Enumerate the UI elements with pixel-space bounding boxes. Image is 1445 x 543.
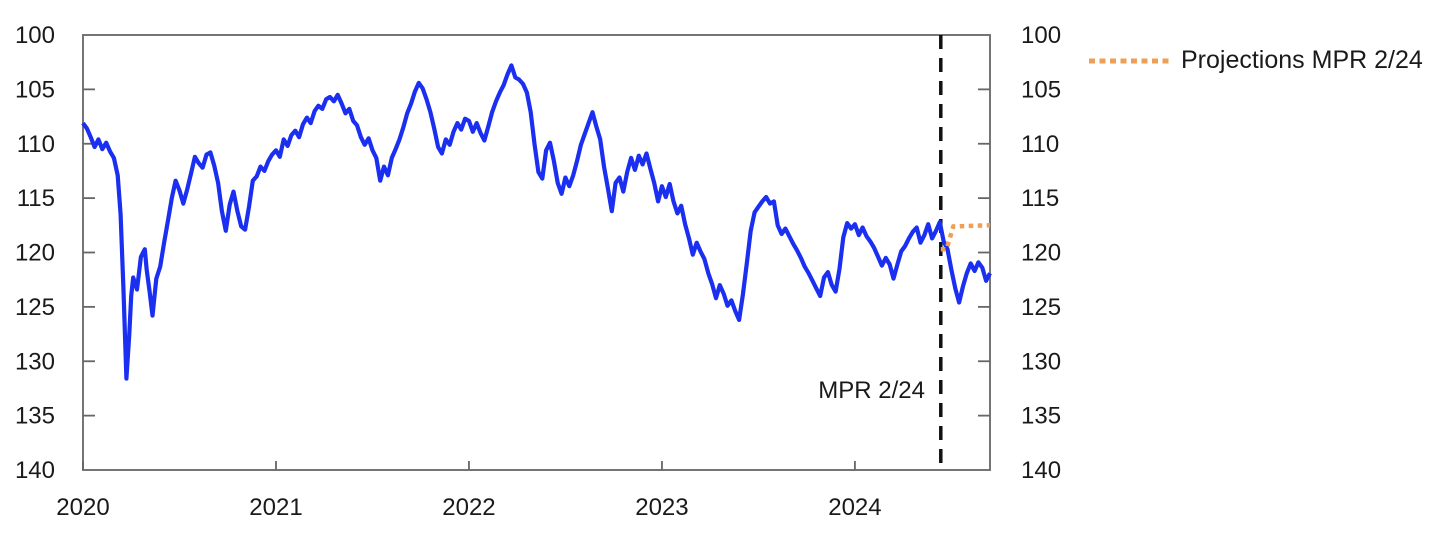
y-axis-tick-label-right: 115 [1021, 185, 1059, 212]
x-axis-tick-label: 2020 [56, 494, 109, 521]
y-axis-tick-label-left: 135 [15, 403, 55, 430]
projection-legend-swatch-icon [1089, 58, 1171, 63]
y-axis-tick-label-right: 120 [1021, 240, 1061, 267]
y-axis-tick-label-right: 110 [1021, 131, 1059, 158]
x-axis-tick-label: 2021 [249, 494, 302, 521]
x-axis-tick-label: 2023 [635, 494, 688, 521]
x-axis-tick-label: 2022 [442, 494, 495, 521]
y-axis-tick-label-right: 100 [1021, 22, 1061, 49]
y-axis-tick-label-right: 135 [1021, 403, 1061, 430]
x-axis-tick-label: 2024 [828, 494, 881, 521]
y-axis-tick-label-left: 125 [15, 294, 55, 321]
mpr-cutoff-annotation: MPR 2/24 [818, 377, 925, 404]
y-axis-tick-label-left: 130 [15, 348, 55, 375]
legend: Projections MPR 2/24 [1088, 46, 1423, 75]
y-axis-tick-label-left: 115 [17, 185, 55, 212]
y-axis-tick-label-left: 105 [15, 76, 55, 103]
y-axis-tick-label-right: 105 [1021, 76, 1061, 103]
y-axis-tick-label-left: 110 [17, 131, 55, 158]
y-axis-tick-label-right: 130 [1021, 348, 1061, 375]
y-axis-tick-label-left: 120 [15, 240, 55, 267]
legend-label: Projections MPR 2/24 [1181, 46, 1423, 74]
history-line [81, 63, 992, 381]
y-axis-tick-label-right: 140 [1021, 457, 1061, 484]
projection-line [940, 223, 991, 252]
y-axis-tick-label-left: 100 [15, 22, 55, 49]
y-axis-tick-label-left: 140 [15, 457, 55, 484]
y-axis-tick-label-right: 125 [1021, 294, 1061, 321]
